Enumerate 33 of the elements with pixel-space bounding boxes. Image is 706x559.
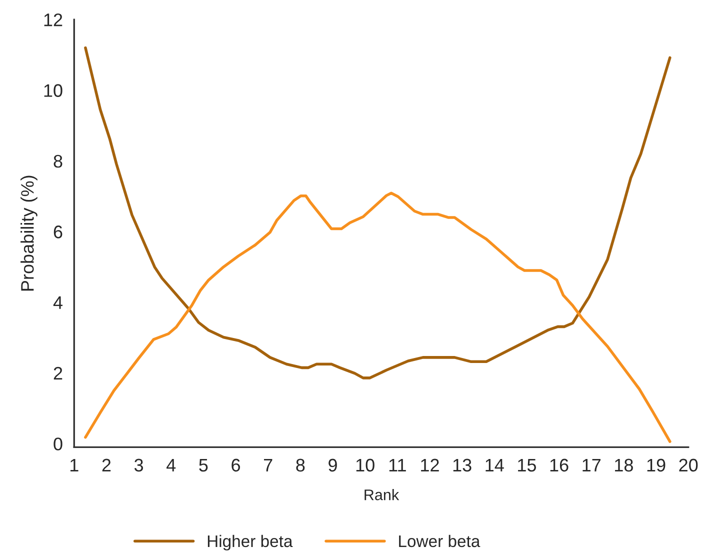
x-tick-label: 18 <box>615 458 633 472</box>
y-tick-label: 2 <box>54 366 62 380</box>
x-axis-title: Rank <box>364 489 400 500</box>
line-series <box>84 46 672 380</box>
line-series <box>84 192 672 443</box>
legend-label: Higher beta <box>208 534 293 550</box>
y-axis-title: Probability (%) <box>20 176 38 291</box>
x-tick-label: 16 <box>550 458 568 472</box>
x-tick-label: 3 <box>134 458 144 472</box>
x-tick-label: 9 <box>328 458 337 472</box>
x-tick-label: 2 <box>102 458 111 472</box>
x-tick-label: 5 <box>199 458 208 472</box>
x-tick-label: 11 <box>389 458 406 472</box>
x-tick-label: 4 <box>166 458 176 472</box>
x-tick-label: 12 <box>421 458 439 472</box>
x-tick-label: 8 <box>296 458 305 472</box>
x-tick-label: 20 <box>679 458 698 472</box>
x-tick-label: 1 <box>70 458 78 472</box>
y-tick-label: 0 <box>54 438 62 450</box>
x-tick-label: 19 <box>647 458 666 472</box>
x-tick-label: 7 <box>264 458 272 472</box>
y-tick-label: 12 <box>44 14 62 26</box>
x-tick-label: 6 <box>232 458 240 472</box>
y-tick-label: 6 <box>54 226 62 238</box>
x-tick-label: 13 <box>453 458 472 472</box>
y-tick-label: 10 <box>44 84 62 97</box>
x-tick-label: 15 <box>518 458 536 472</box>
y-tick-label: 8 <box>54 154 62 168</box>
x-tick-label: 10 <box>356 458 374 472</box>
legend-label: Lower beta <box>399 534 480 548</box>
y-tick-label: 4 <box>53 296 62 309</box>
x-tick-label: 14 <box>486 458 504 472</box>
x-tick-label: 17 <box>582 458 601 472</box>
